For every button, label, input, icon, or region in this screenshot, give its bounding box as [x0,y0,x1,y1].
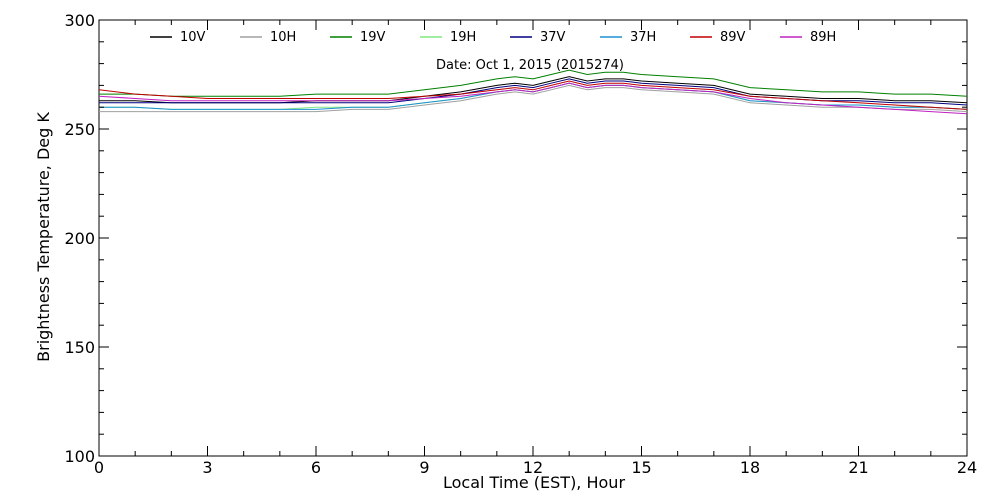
series-line-89v [98,80,968,110]
x-tick-label: 24 [957,458,977,477]
series-line-89h [98,82,968,115]
legend-label-10h: 10H [270,30,296,45]
series-line-10h [99,84,968,113]
date-annotation: Date: Oct 1, 2015 (2015274) [436,58,624,73]
legend-label-19h: 19H [450,30,476,45]
y-tick-label: 100 [64,447,95,466]
y-tick-label: 150 [64,338,95,357]
series-line-19v [99,69,968,97]
y-axis-label: Brightness Temperature, Deg K [34,112,53,362]
y-tick-label: 250 [64,120,95,139]
legend-label-19v: 19V [360,30,386,45]
y-tick-label: 300 [64,11,95,30]
x-tick-label: 6 [311,458,321,477]
x-tick-label: 18 [740,458,760,477]
x-tick-label: 12 [523,458,543,477]
x-tick-label: 0 [94,458,104,477]
legend-label-37h: 37H [630,30,656,45]
x-tick-label: 9 [419,458,429,477]
x-tick-label: 21 [848,458,868,477]
legend-label-10v: 10V [180,30,206,45]
x-tick-label: 15 [631,458,651,477]
y-tick-label: 200 [64,229,95,248]
legend-label-89h: 89H [810,30,836,45]
x-tick-label: 3 [202,458,212,477]
x-axis-label: Local Time (EST), Hour [443,473,625,492]
legend-label-89v: 89V [720,30,746,45]
legend-label-37v: 37V [540,30,566,45]
